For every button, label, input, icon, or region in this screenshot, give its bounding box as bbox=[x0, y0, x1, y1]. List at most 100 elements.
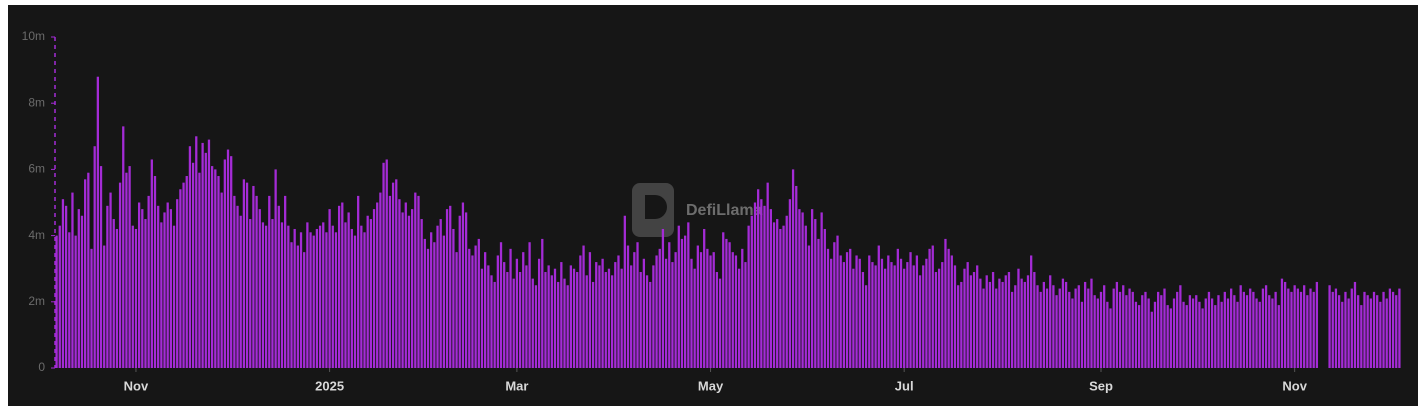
bar bbox=[407, 215, 411, 368]
bar bbox=[836, 235, 839, 368]
bar bbox=[341, 202, 344, 368]
bar bbox=[855, 255, 858, 368]
bar bbox=[430, 232, 433, 368]
bar bbox=[703, 228, 706, 368]
bar bbox=[277, 205, 280, 368]
bar bbox=[928, 248, 931, 368]
bar bbox=[239, 215, 242, 368]
bar bbox=[1068, 291, 1071, 368]
bar bbox=[493, 281, 496, 368]
bar bbox=[55, 235, 58, 368]
bar bbox=[963, 268, 966, 368]
x-tick-label: 2025 bbox=[315, 378, 344, 393]
bar bbox=[1233, 295, 1236, 368]
bar bbox=[322, 222, 325, 368]
bar bbox=[1245, 295, 1249, 368]
bar bbox=[1293, 285, 1296, 368]
bar bbox=[544, 272, 547, 368]
bar bbox=[614, 262, 617, 368]
bar bbox=[245, 182, 249, 368]
bar bbox=[1131, 291, 1134, 368]
bar bbox=[147, 195, 150, 368]
bar bbox=[877, 245, 880, 368]
bar bbox=[871, 262, 874, 368]
bar bbox=[1398, 288, 1401, 368]
bar bbox=[1331, 291, 1334, 368]
bar bbox=[607, 268, 611, 368]
bar bbox=[1080, 301, 1084, 368]
bar bbox=[649, 281, 652, 368]
bar bbox=[1217, 295, 1220, 368]
bar bbox=[1264, 285, 1268, 368]
x-tick-label: Sep bbox=[1089, 378, 1113, 393]
bar bbox=[760, 199, 763, 368]
bar bbox=[439, 219, 442, 368]
bar bbox=[893, 265, 896, 368]
bar bbox=[1118, 291, 1122, 368]
bar bbox=[423, 238, 426, 368]
bar bbox=[944, 238, 947, 368]
bar bbox=[344, 222, 347, 368]
bar bbox=[887, 255, 890, 368]
bar bbox=[642, 258, 646, 368]
bar bbox=[1277, 305, 1280, 368]
bar bbox=[918, 275, 922, 368]
bar bbox=[890, 262, 893, 368]
bar bbox=[306, 222, 309, 368]
bar bbox=[995, 288, 998, 368]
bar bbox=[937, 268, 941, 368]
bar bbox=[233, 195, 236, 368]
bar bbox=[426, 248, 430, 368]
bar bbox=[410, 209, 414, 368]
bar bbox=[1169, 308, 1172, 368]
bar bbox=[490, 275, 493, 368]
bar bbox=[1391, 291, 1395, 368]
bar bbox=[372, 209, 376, 368]
bar bbox=[1033, 272, 1036, 368]
bar bbox=[303, 252, 306, 368]
bar bbox=[1201, 308, 1204, 368]
bar bbox=[1137, 305, 1141, 368]
bar bbox=[572, 268, 576, 368]
bar bbox=[696, 245, 699, 368]
bar bbox=[1064, 281, 1068, 368]
bar bbox=[922, 265, 925, 368]
bar bbox=[87, 172, 90, 368]
bar bbox=[468, 248, 471, 368]
bar bbox=[674, 252, 677, 368]
bar bbox=[1198, 301, 1201, 368]
bar bbox=[195, 136, 198, 368]
bar bbox=[388, 195, 392, 368]
bar bbox=[1328, 285, 1331, 368]
bar bbox=[788, 199, 792, 368]
bar bbox=[687, 222, 690, 368]
bar bbox=[1122, 285, 1125, 368]
bar bbox=[941, 262, 944, 368]
bar bbox=[1290, 291, 1293, 368]
bar bbox=[528, 242, 531, 368]
bar bbox=[458, 215, 461, 368]
bar bbox=[1210, 298, 1214, 368]
bar bbox=[1353, 281, 1357, 368]
bar bbox=[830, 258, 833, 368]
bar bbox=[420, 219, 423, 368]
bar bbox=[1093, 295, 1096, 368]
bar bbox=[677, 225, 680, 368]
bar bbox=[1283, 281, 1287, 368]
bar bbox=[1083, 281, 1087, 368]
bar bbox=[1052, 285, 1055, 368]
bar bbox=[747, 225, 750, 368]
bar bbox=[404, 202, 407, 368]
bar bbox=[861, 272, 865, 368]
bar bbox=[1204, 298, 1207, 368]
bar bbox=[1239, 285, 1242, 368]
bar bbox=[725, 238, 728, 368]
bar bbox=[172, 225, 176, 368]
bar bbox=[560, 262, 563, 368]
bar bbox=[223, 159, 226, 368]
bar bbox=[464, 212, 468, 368]
bar bbox=[839, 255, 842, 368]
bar bbox=[1023, 281, 1026, 368]
bar bbox=[360, 225, 363, 368]
